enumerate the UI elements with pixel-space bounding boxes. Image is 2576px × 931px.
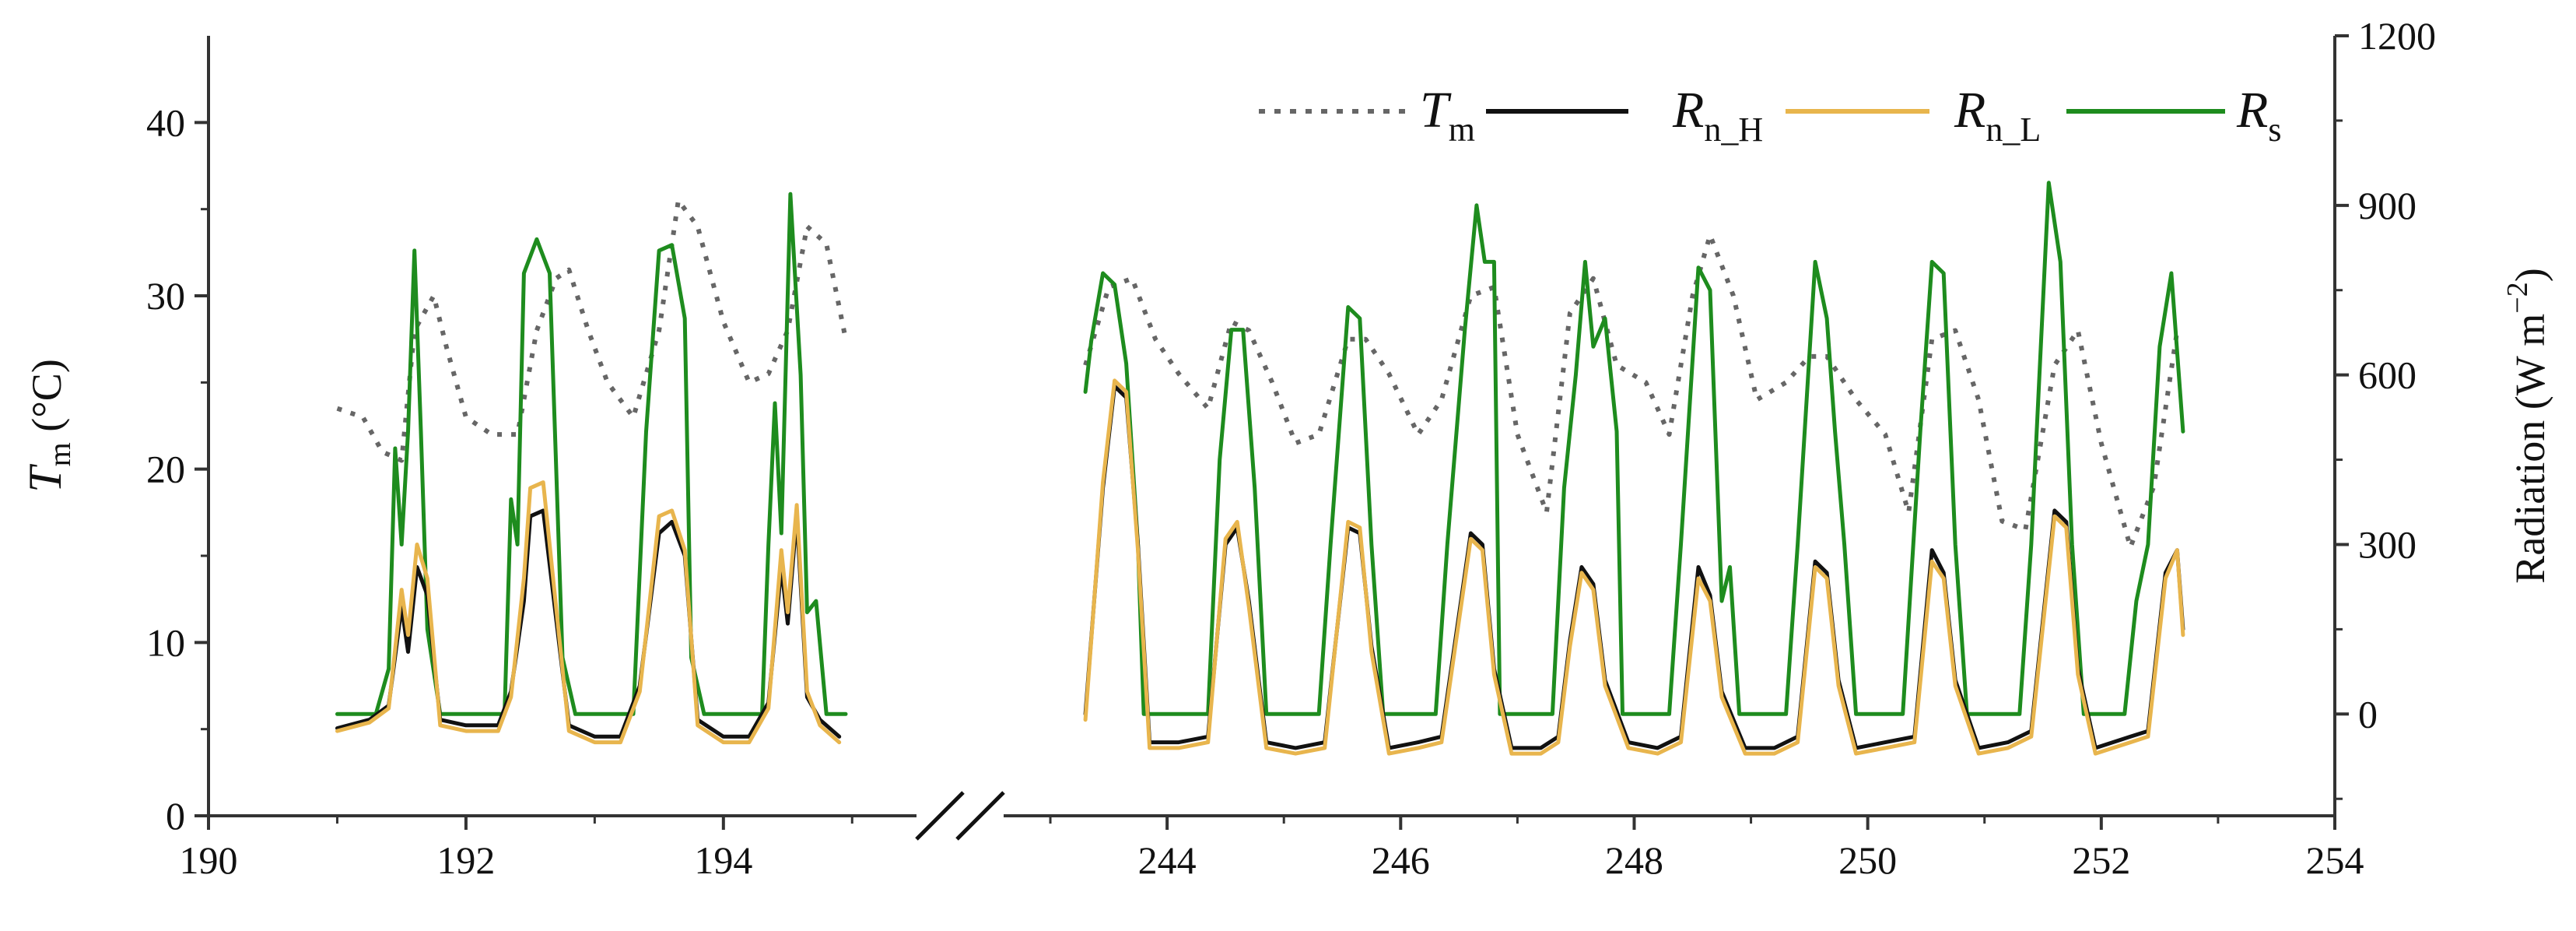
legend-label-tm-sub: m <box>1449 111 1475 149</box>
x-tick-label-190: 190 <box>180 838 238 882</box>
axis-break-mark <box>915 791 1005 841</box>
legend-label-rs-main: R <box>2236 82 2268 139</box>
y-right-axis-label: Radiation (W m−2) <box>2501 268 2553 583</box>
legend-label-tm-main: T <box>1420 82 1452 139</box>
x-tick-label-244: 244 <box>1138 838 1197 882</box>
y-right-label-close: ) <box>2507 268 2553 282</box>
legend-item-rn-l: Rn_L <box>1786 82 2041 149</box>
legend: Tm Rn_H Rn_L Rs <box>1259 82 2281 149</box>
y-right-tick-label-600: 600 <box>2358 353 2417 397</box>
svg-text:Rn_H: Rn_H <box>1672 82 1763 149</box>
x-tick-label-192: 192 <box>436 838 495 882</box>
series-lines <box>335 181 2185 756</box>
y-left-label-sub: m <box>42 442 77 466</box>
plot-frame <box>207 36 2336 841</box>
y-right-tick-label-300: 300 <box>2358 522 2417 566</box>
x-tick-label-254: 254 <box>2306 838 2364 882</box>
y-right-tick-label-0: 0 <box>2358 692 2378 736</box>
x-tick-label-252: 252 <box>2072 838 2130 882</box>
y-left-label-unit: (°C) <box>23 359 70 442</box>
svg-text:Tm: Tm <box>1420 82 1475 149</box>
series-line-rs-part-2 <box>1083 181 2185 716</box>
x-tick-label-248: 248 <box>1605 838 1663 882</box>
series-line-rs-part-1 <box>335 191 848 716</box>
y-right-label-main: Radiation (W m <box>2507 314 2553 584</box>
svg-text:Rs: Rs <box>2236 82 2281 149</box>
series-line-rn-l-part-1 <box>335 480 842 745</box>
x-tick-label-250: 250 <box>1838 838 1897 882</box>
legend-label-rn-h-main: R <box>1672 82 1704 139</box>
y-right-label-sup: −2 <box>2501 282 2534 313</box>
series-line-rn-l-part-2 <box>1083 378 2185 756</box>
x-tick-label-194: 194 <box>694 838 752 882</box>
y-left-tick-label-40: 40 <box>146 100 185 144</box>
y-left-tick-label-30: 30 <box>146 274 185 318</box>
x-tick-label-246: 246 <box>1372 838 1430 882</box>
y-left-tick-label-20: 20 <box>146 448 185 491</box>
y-left-label-main: T <box>19 464 71 493</box>
y-right-tick-label-1200: 1200 <box>2358 14 2436 58</box>
y-left-axis-label: Tm (°C) <box>19 359 77 493</box>
axis-ticks: 190 192 194 244 246 248 250 252 254 0 10 20 30 40 0 300… <box>146 14 2436 882</box>
legend-item-rs: Rs <box>2066 82 2281 149</box>
legend-label-rs-sub: s <box>2268 111 2281 149</box>
legend-label-rn-h-sub: n_H <box>1704 111 1763 149</box>
legend-item-rn-h: Rn_H <box>1486 82 1763 149</box>
y-left-tick-label-0: 0 <box>166 794 185 838</box>
series-line-tm-part-2 <box>1083 233 2180 550</box>
svg-text:Rn_L: Rn_L <box>1954 82 2041 149</box>
y-left-tick-label-10: 10 <box>146 620 185 664</box>
legend-item-tm: Tm <box>1259 82 1475 149</box>
legend-label-rn-l-sub: n_L <box>1985 111 2041 149</box>
legend-label-rn-l-main: R <box>1954 82 1985 139</box>
y-right-tick-label-900: 900 <box>2358 184 2417 227</box>
